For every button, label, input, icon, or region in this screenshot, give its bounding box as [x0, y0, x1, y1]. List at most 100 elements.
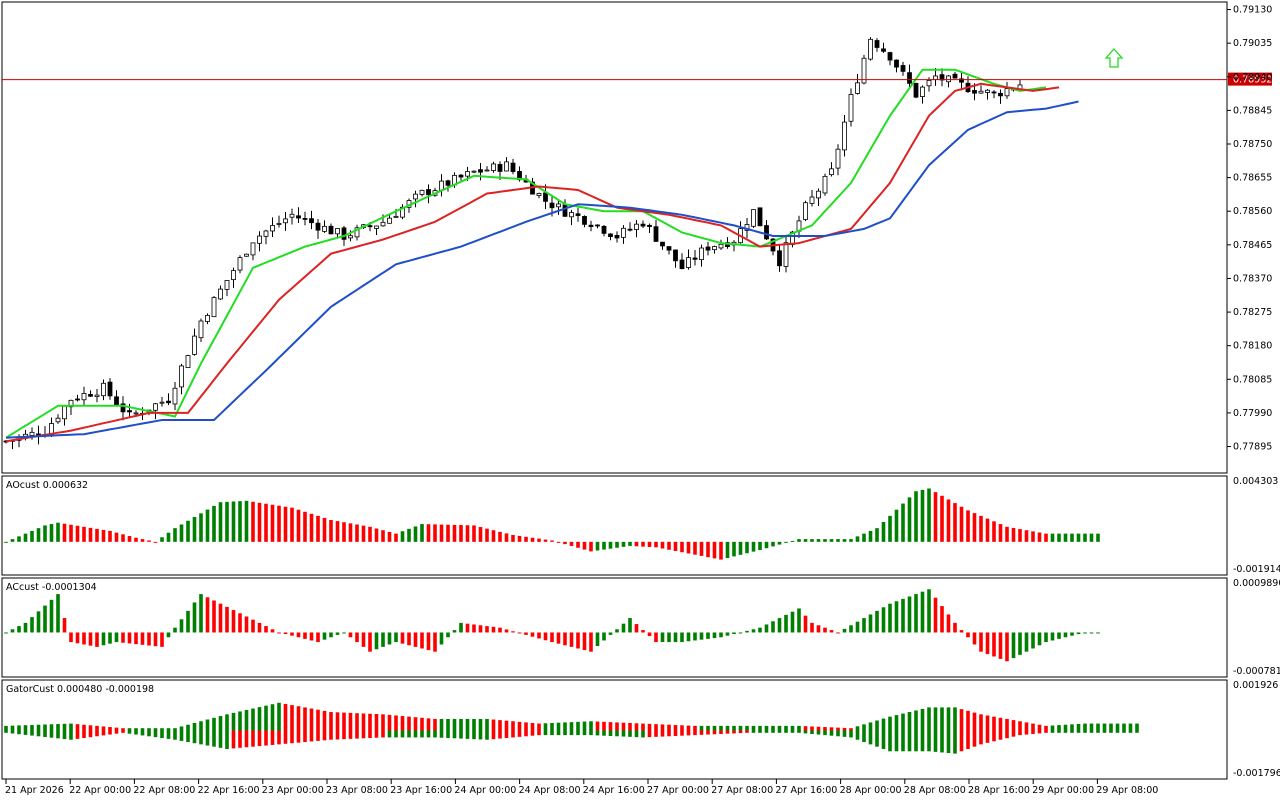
- gator-upper-bar: [491, 719, 496, 731]
- histogram-bar: [901, 503, 905, 542]
- gator-lower-bar: [667, 730, 671, 737]
- gator-upper-bar: [1083, 723, 1087, 731]
- gator-lower-bar: [407, 730, 411, 738]
- candle-body: [543, 192, 548, 202]
- gator-lower-bar: [309, 730, 314, 742]
- gator-upper-bar: [771, 725, 775, 731]
- histogram-bar: [1024, 530, 1029, 542]
- gator-upper-bar: [719, 725, 723, 731]
- histogram-bar: [595, 541, 600, 551]
- x-tick-label: 28 Apr 08:00: [904, 785, 966, 796]
- histogram-bar: [615, 629, 619, 633]
- histogram-bar: [36, 611, 41, 633]
- histogram-bar: [244, 500, 249, 542]
- gator-upper-bar: [1031, 723, 1035, 731]
- candle-body: [62, 405, 67, 420]
- gator-upper-bar: [251, 708, 255, 731]
- histogram-bar: [842, 539, 847, 542]
- histogram-bar: [836, 539, 840, 542]
- histogram-bar: [186, 520, 190, 542]
- gator-upper-bar: [257, 707, 262, 731]
- gator-upper-bar: [153, 728, 158, 731]
- gator-upper-bar: [537, 723, 541, 731]
- ac-label: ACcust -0.0001304: [6, 582, 97, 593]
- moving-average-line-0: [5, 68, 1047, 439]
- gator-upper-bar: [602, 721, 606, 731]
- histogram-bar: [953, 503, 957, 542]
- gator-lower-bar: [764, 730, 769, 733]
- candle-body: [549, 202, 555, 209]
- candle-body: [699, 247, 704, 261]
- gator-lower-bar: [1115, 730, 1120, 733]
- gator-upper-bar: [569, 722, 574, 731]
- candle-body: [660, 241, 665, 247]
- gator-upper-bar: [1076, 723, 1081, 731]
- gator-upper-bar: [641, 723, 645, 731]
- histogram-bar: [1083, 632, 1087, 634]
- gator-lower-bar: [374, 730, 379, 738]
- candle-body: [348, 235, 353, 239]
- candle-body: [237, 257, 243, 271]
- histogram-bar: [348, 632, 353, 638]
- gator-upper-bar: [862, 724, 866, 731]
- histogram-bar: [979, 632, 983, 652]
- candle-body: [673, 249, 678, 262]
- histogram-bar: [1005, 632, 1009, 662]
- histogram-bar: [1089, 632, 1094, 634]
- histogram-bar: [966, 510, 970, 542]
- candle-body: [94, 394, 100, 397]
- gator-lower-bar: [277, 730, 281, 745]
- histogram-bar: [641, 541, 645, 547]
- histogram-bar: [517, 535, 522, 542]
- gator-lower-bar: [680, 730, 684, 736]
- candle-body: [179, 365, 184, 388]
- histogram-bar: [23, 533, 28, 542]
- gator-lower-bar: [693, 730, 697, 736]
- gator-lower-bar: [966, 730, 970, 749]
- gator-lower-bar: [36, 730, 41, 737]
- x-tick-label: 22 Apr 00:00: [69, 785, 131, 796]
- histogram-bar: [95, 632, 99, 647]
- histogram-bar: [394, 632, 398, 643]
- gator-lower-bar: [1050, 730, 1055, 733]
- gator-lower-bar: [296, 730, 301, 743]
- candle-body: [900, 65, 906, 72]
- histogram-bar: [693, 541, 697, 555]
- gator-upper-bar: [868, 722, 873, 731]
- histogram-bar: [738, 541, 743, 555]
- ac-y-tick-min: -0.0007818: [1233, 666, 1280, 677]
- gator-upper-bar: [693, 725, 697, 731]
- gator-lower-bar: [192, 730, 197, 744]
- gator-upper-bar: [387, 714, 392, 731]
- candle-body: [595, 224, 600, 227]
- gator-upper-bar: [30, 724, 34, 731]
- histogram-bar: [270, 504, 275, 542]
- gator-lower-bar: [199, 730, 203, 745]
- histogram-bar: [433, 524, 437, 542]
- candle-body: [991, 91, 997, 94]
- candle-body: [198, 320, 204, 339]
- histogram-bar: [920, 591, 925, 633]
- histogram-bar: [82, 526, 86, 542]
- y-tick-label: 0.78275: [1233, 307, 1272, 318]
- candle-body: [562, 204, 568, 217]
- histogram-bar: [472, 525, 476, 542]
- gator-upper-bar: [790, 725, 795, 731]
- candle-body: [276, 223, 282, 225]
- gator-upper-bar: [1024, 722, 1029, 731]
- histogram-bar: [608, 541, 613, 549]
- gator-upper-bar: [842, 727, 847, 731]
- histogram-bar: [686, 632, 691, 642]
- gator-lower-bar: [745, 730, 749, 733]
- candle-body: [224, 280, 230, 290]
- gator-upper-bar: [745, 725, 749, 731]
- gator-upper-bar: [556, 722, 561, 731]
- candle-body: [881, 48, 886, 52]
- gator-lower-bar: [660, 730, 665, 737]
- candle-body: [153, 403, 158, 411]
- x-tick-label: 24 Apr 00:00: [454, 785, 516, 796]
- gator-upper-bar: [485, 718, 489, 731]
- candle-body: [998, 92, 1003, 97]
- gator-lower-bar: [829, 730, 834, 736]
- candle-body: [393, 215, 399, 218]
